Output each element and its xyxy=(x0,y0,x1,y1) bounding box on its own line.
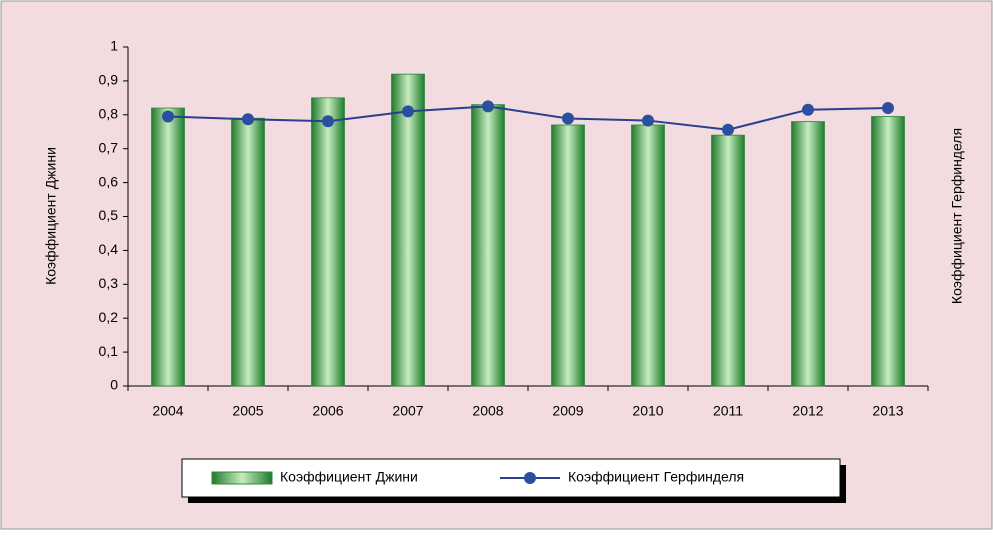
x-tick-label: 2013 xyxy=(872,403,903,419)
y-tick-label: 0 xyxy=(110,377,118,393)
line-marker xyxy=(242,113,254,126)
bar xyxy=(711,134,745,387)
y-axis-label: Коэффициент Джини xyxy=(43,147,59,285)
bar xyxy=(871,116,905,387)
line-marker xyxy=(482,100,494,113)
bar xyxy=(311,97,345,387)
y2-axis-label: Коэффициент Герфинделя xyxy=(949,128,965,304)
line xyxy=(167,105,889,131)
bar xyxy=(151,107,185,387)
x-tick-label: 2006 xyxy=(312,403,343,419)
y-tick-label: 0,6 xyxy=(99,173,119,189)
x-tick-label: 2009 xyxy=(552,403,583,419)
y-tick-label: 0,2 xyxy=(99,309,119,325)
y-tick-label: 0,3 xyxy=(99,275,119,291)
x-tick-label: 2004 xyxy=(152,403,183,419)
bar xyxy=(551,124,585,387)
bar xyxy=(471,104,505,387)
line-marker xyxy=(322,115,334,128)
bar xyxy=(631,124,665,387)
y-tick-label: 0,4 xyxy=(99,241,119,257)
line-marker xyxy=(642,114,654,127)
x-tick-label: 2007 xyxy=(392,403,423,419)
y-tick-label: 0,5 xyxy=(99,207,119,223)
y-tick-label: 1 xyxy=(110,38,118,54)
legend-marker xyxy=(524,472,536,484)
y-tick-label: 0,1 xyxy=(99,343,119,359)
legend-label: Коэффициент Джини xyxy=(280,469,418,485)
bar xyxy=(791,121,825,387)
x-tick-label: 2012 xyxy=(792,403,823,419)
x-tick-label: 2011 xyxy=(713,403,743,419)
x-tick-label: 2005 xyxy=(232,403,263,419)
x-tick-label: 2008 xyxy=(472,403,503,419)
line-marker xyxy=(402,105,414,118)
line-marker xyxy=(802,103,814,116)
line-marker xyxy=(722,123,734,136)
x-tick-label: 2010 xyxy=(632,403,663,419)
y-tick-label: 0,9 xyxy=(99,72,119,88)
bar xyxy=(391,73,425,387)
line-marker xyxy=(882,102,894,115)
y-tick-label: 0,8 xyxy=(99,106,119,122)
bar xyxy=(231,117,265,387)
legend-swatch xyxy=(211,471,273,485)
line-marker xyxy=(562,112,574,125)
line-marker xyxy=(162,110,174,123)
legend-label: Коэффициент Герфинделя xyxy=(568,469,744,485)
y-tick-label: 0,7 xyxy=(99,139,119,155)
